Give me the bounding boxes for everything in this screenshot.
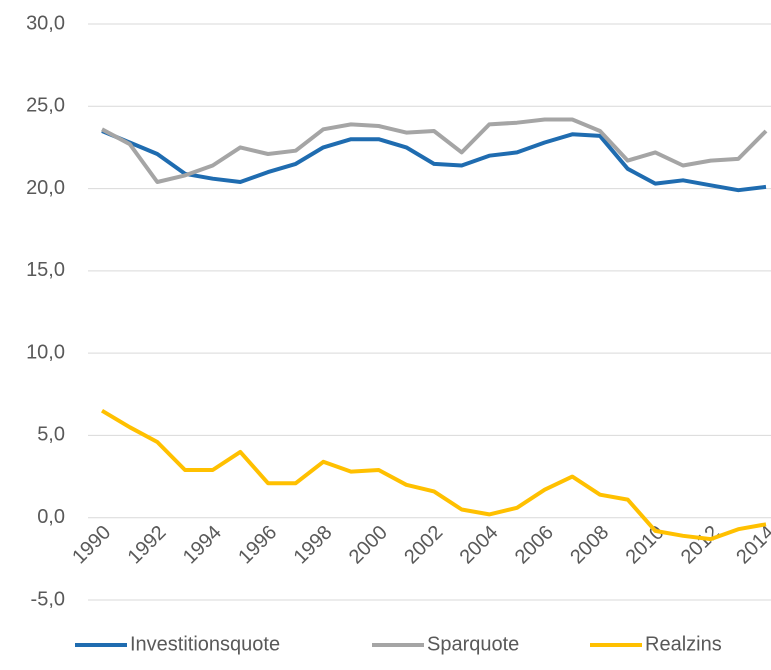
- y-tick-label: 5,0: [37, 424, 65, 446]
- y-tick-label: 20,0: [26, 177, 65, 199]
- x-tick-label: 1992: [124, 521, 171, 568]
- y-tick-label: 15,0: [26, 259, 65, 281]
- series-line: [100, 408, 767, 542]
- y-tick-label: 30,0: [26, 12, 65, 34]
- x-tick-label: 2012: [677, 521, 724, 568]
- y-tick-label: 0,0: [37, 506, 65, 528]
- y-tick-label: 25,0: [26, 95, 65, 117]
- x-tick-label: 1994: [179, 521, 226, 568]
- x-tick-label: 1998: [290, 521, 337, 568]
- x-tick-label: 2008: [566, 521, 613, 568]
- y-tick-label: 10,0: [26, 341, 65, 363]
- y-tick-label: -5,0: [31, 588, 65, 610]
- legend-label: Sparquote: [427, 633, 519, 655]
- legend-label: Realzins: [645, 633, 722, 655]
- x-tick-label: 2004: [456, 521, 503, 568]
- x-tick-label: 2002: [400, 521, 447, 568]
- x-tick-label: 2000: [345, 521, 392, 568]
- x-tick-label: 2010: [622, 521, 669, 568]
- legend-label: Investitionsquote: [130, 633, 280, 655]
- x-tick-label: 1990: [68, 521, 115, 568]
- series-line: [101, 129, 767, 193]
- x-tick-label: 2006: [511, 521, 558, 568]
- series-line: [101, 117, 768, 184]
- x-tick-label: 1996: [234, 521, 281, 568]
